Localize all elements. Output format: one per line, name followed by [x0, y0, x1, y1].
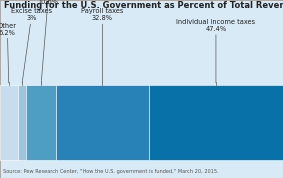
Text: Source: Pew Research Center, "How the U.S. government is funded," March 20, 2015: Source: Pew Research Center, "How the U.… — [3, 169, 218, 174]
Text: Other
6.2%: Other 6.2% — [0, 23, 17, 83]
Text: Individual income taxes
47.4%: Individual income taxes 47.4% — [176, 19, 256, 83]
Bar — [0, 85, 18, 160]
Bar — [149, 85, 283, 160]
Text: Payroll taxes
32.8%: Payroll taxes 32.8% — [81, 8, 124, 83]
Text: Excise taxes
3%: Excise taxes 3% — [11, 8, 52, 83]
Text: Funding for the U.S. Government as Percent of Total Revenue, 2015: Funding for the U.S. Government as Perce… — [4, 1, 283, 10]
Bar — [56, 85, 149, 160]
Bar — [18, 85, 26, 160]
Bar — [26, 85, 56, 160]
Text: Corporate income taxes
10.6%: Corporate income taxes 10.6% — [8, 0, 88, 83]
